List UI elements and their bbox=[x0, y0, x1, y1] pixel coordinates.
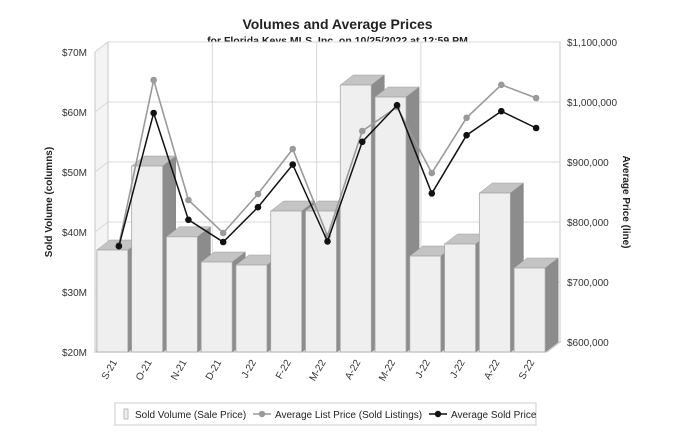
point-list-price bbox=[428, 169, 436, 177]
point-list-price bbox=[358, 127, 366, 135]
point-list-price bbox=[532, 94, 540, 102]
point-sold-price bbox=[358, 138, 366, 146]
y-tick-label-right: $700,000 bbox=[567, 278, 609, 289]
legend-marker-sold bbox=[434, 410, 442, 418]
bar-volume bbox=[166, 236, 198, 353]
point-list-price bbox=[219, 229, 227, 237]
y-tick-label-left: $50M bbox=[62, 168, 87, 179]
y-tick-label-left: $40M bbox=[62, 228, 87, 239]
x-tick-label: A-22 bbox=[343, 358, 363, 382]
point-list-price bbox=[150, 76, 157, 84]
y-tick-label-right: $900,000 bbox=[567, 158, 609, 169]
y-axis-label-left: Sold Volume (columns) bbox=[44, 147, 55, 257]
bar-volume bbox=[305, 210, 337, 353]
legend-swatch-bar bbox=[123, 408, 129, 420]
y-axis-label-right: Average Price (line) bbox=[620, 155, 631, 248]
point-list-price bbox=[289, 145, 297, 153]
legend-label-volume: Sold Volume (Sale Price) bbox=[135, 410, 246, 421]
point-sold-price bbox=[393, 101, 401, 109]
bar-volume bbox=[478, 192, 511, 353]
bar-volume bbox=[444, 243, 476, 353]
bar-volume bbox=[96, 249, 129, 353]
x-tick-label: N-21 bbox=[169, 358, 190, 383]
x-tick-label: D-21 bbox=[204, 358, 225, 383]
x-tick-label: M-22 bbox=[377, 358, 398, 384]
legend: Sold Volume (Sale Price) Average List Pr… bbox=[114, 402, 537, 426]
plot-area: $20M $30M $40M $50M $60M $70M $600,000 $700,000… bbox=[62, 38, 618, 383]
x-tick-label: J-22 bbox=[414, 358, 433, 381]
point-sold-price bbox=[463, 131, 470, 139]
y-tick-label-left: $30M bbox=[62, 288, 87, 299]
bar-side bbox=[544, 257, 559, 353]
y-tick-label-left: $70M bbox=[62, 48, 87, 59]
x-tick-label: O-21 bbox=[134, 358, 155, 383]
bar-volume bbox=[339, 84, 372, 353]
bar-volume bbox=[374, 96, 407, 353]
point-sold-price bbox=[498, 107, 505, 115]
chart-title: Volumes and Average Prices bbox=[242, 16, 432, 32]
bar-volume bbox=[270, 210, 303, 353]
x-tick-label: S-22 bbox=[517, 358, 537, 382]
x-tick-label: M-22 bbox=[308, 358, 329, 384]
point-sold-price bbox=[254, 203, 262, 211]
point-sold-price bbox=[289, 161, 297, 168]
bar-volume bbox=[200, 261, 233, 353]
x-tick-label: F-22 bbox=[274, 358, 294, 382]
gridline-side bbox=[94, 41, 109, 53]
x-tick-label: J-22 bbox=[240, 358, 259, 381]
legend-box bbox=[114, 402, 537, 426]
x-tick-label: A-22 bbox=[482, 358, 502, 382]
gridline-side bbox=[94, 221, 109, 233]
y-tick-label-right: $600,000 bbox=[567, 338, 609, 349]
y-tick-label-left: $60M bbox=[62, 108, 87, 119]
y-tick-label-right: $1,000,000 bbox=[567, 98, 617, 109]
bar-volume bbox=[235, 264, 268, 353]
x-tick-label: S-21 bbox=[100, 358, 120, 382]
point-list-price bbox=[463, 114, 470, 122]
point-sold-price bbox=[185, 216, 192, 224]
bar-volume bbox=[513, 267, 546, 353]
y-tick-label-left: $20M bbox=[62, 348, 87, 359]
bar-volume bbox=[131, 165, 164, 353]
bar-volume bbox=[409, 255, 442, 353]
point-list-price bbox=[185, 196, 192, 204]
legend-marker-list bbox=[258, 410, 266, 418]
point-sold-price bbox=[428, 190, 436, 197]
point-sold-price bbox=[115, 242, 123, 250]
gridline-side bbox=[94, 101, 109, 113]
point-list-price bbox=[498, 81, 505, 89]
legend-label-sold-price: Average Sold Price bbox=[451, 410, 537, 421]
point-list-price bbox=[254, 190, 262, 198]
legend-label-list-price: Average List Price (Sold Listings) bbox=[275, 410, 422, 421]
gridline-side bbox=[94, 161, 109, 173]
x-tick-label: J-22 bbox=[448, 358, 467, 381]
y-tick-label-right: $800,000 bbox=[567, 218, 609, 229]
point-sold-price bbox=[324, 238, 331, 245]
point-sold-price bbox=[150, 109, 157, 117]
point-sold-price bbox=[219, 238, 227, 246]
point-sold-price bbox=[532, 124, 540, 132]
y-tick-label-right: $1,100,000 bbox=[567, 38, 617, 49]
